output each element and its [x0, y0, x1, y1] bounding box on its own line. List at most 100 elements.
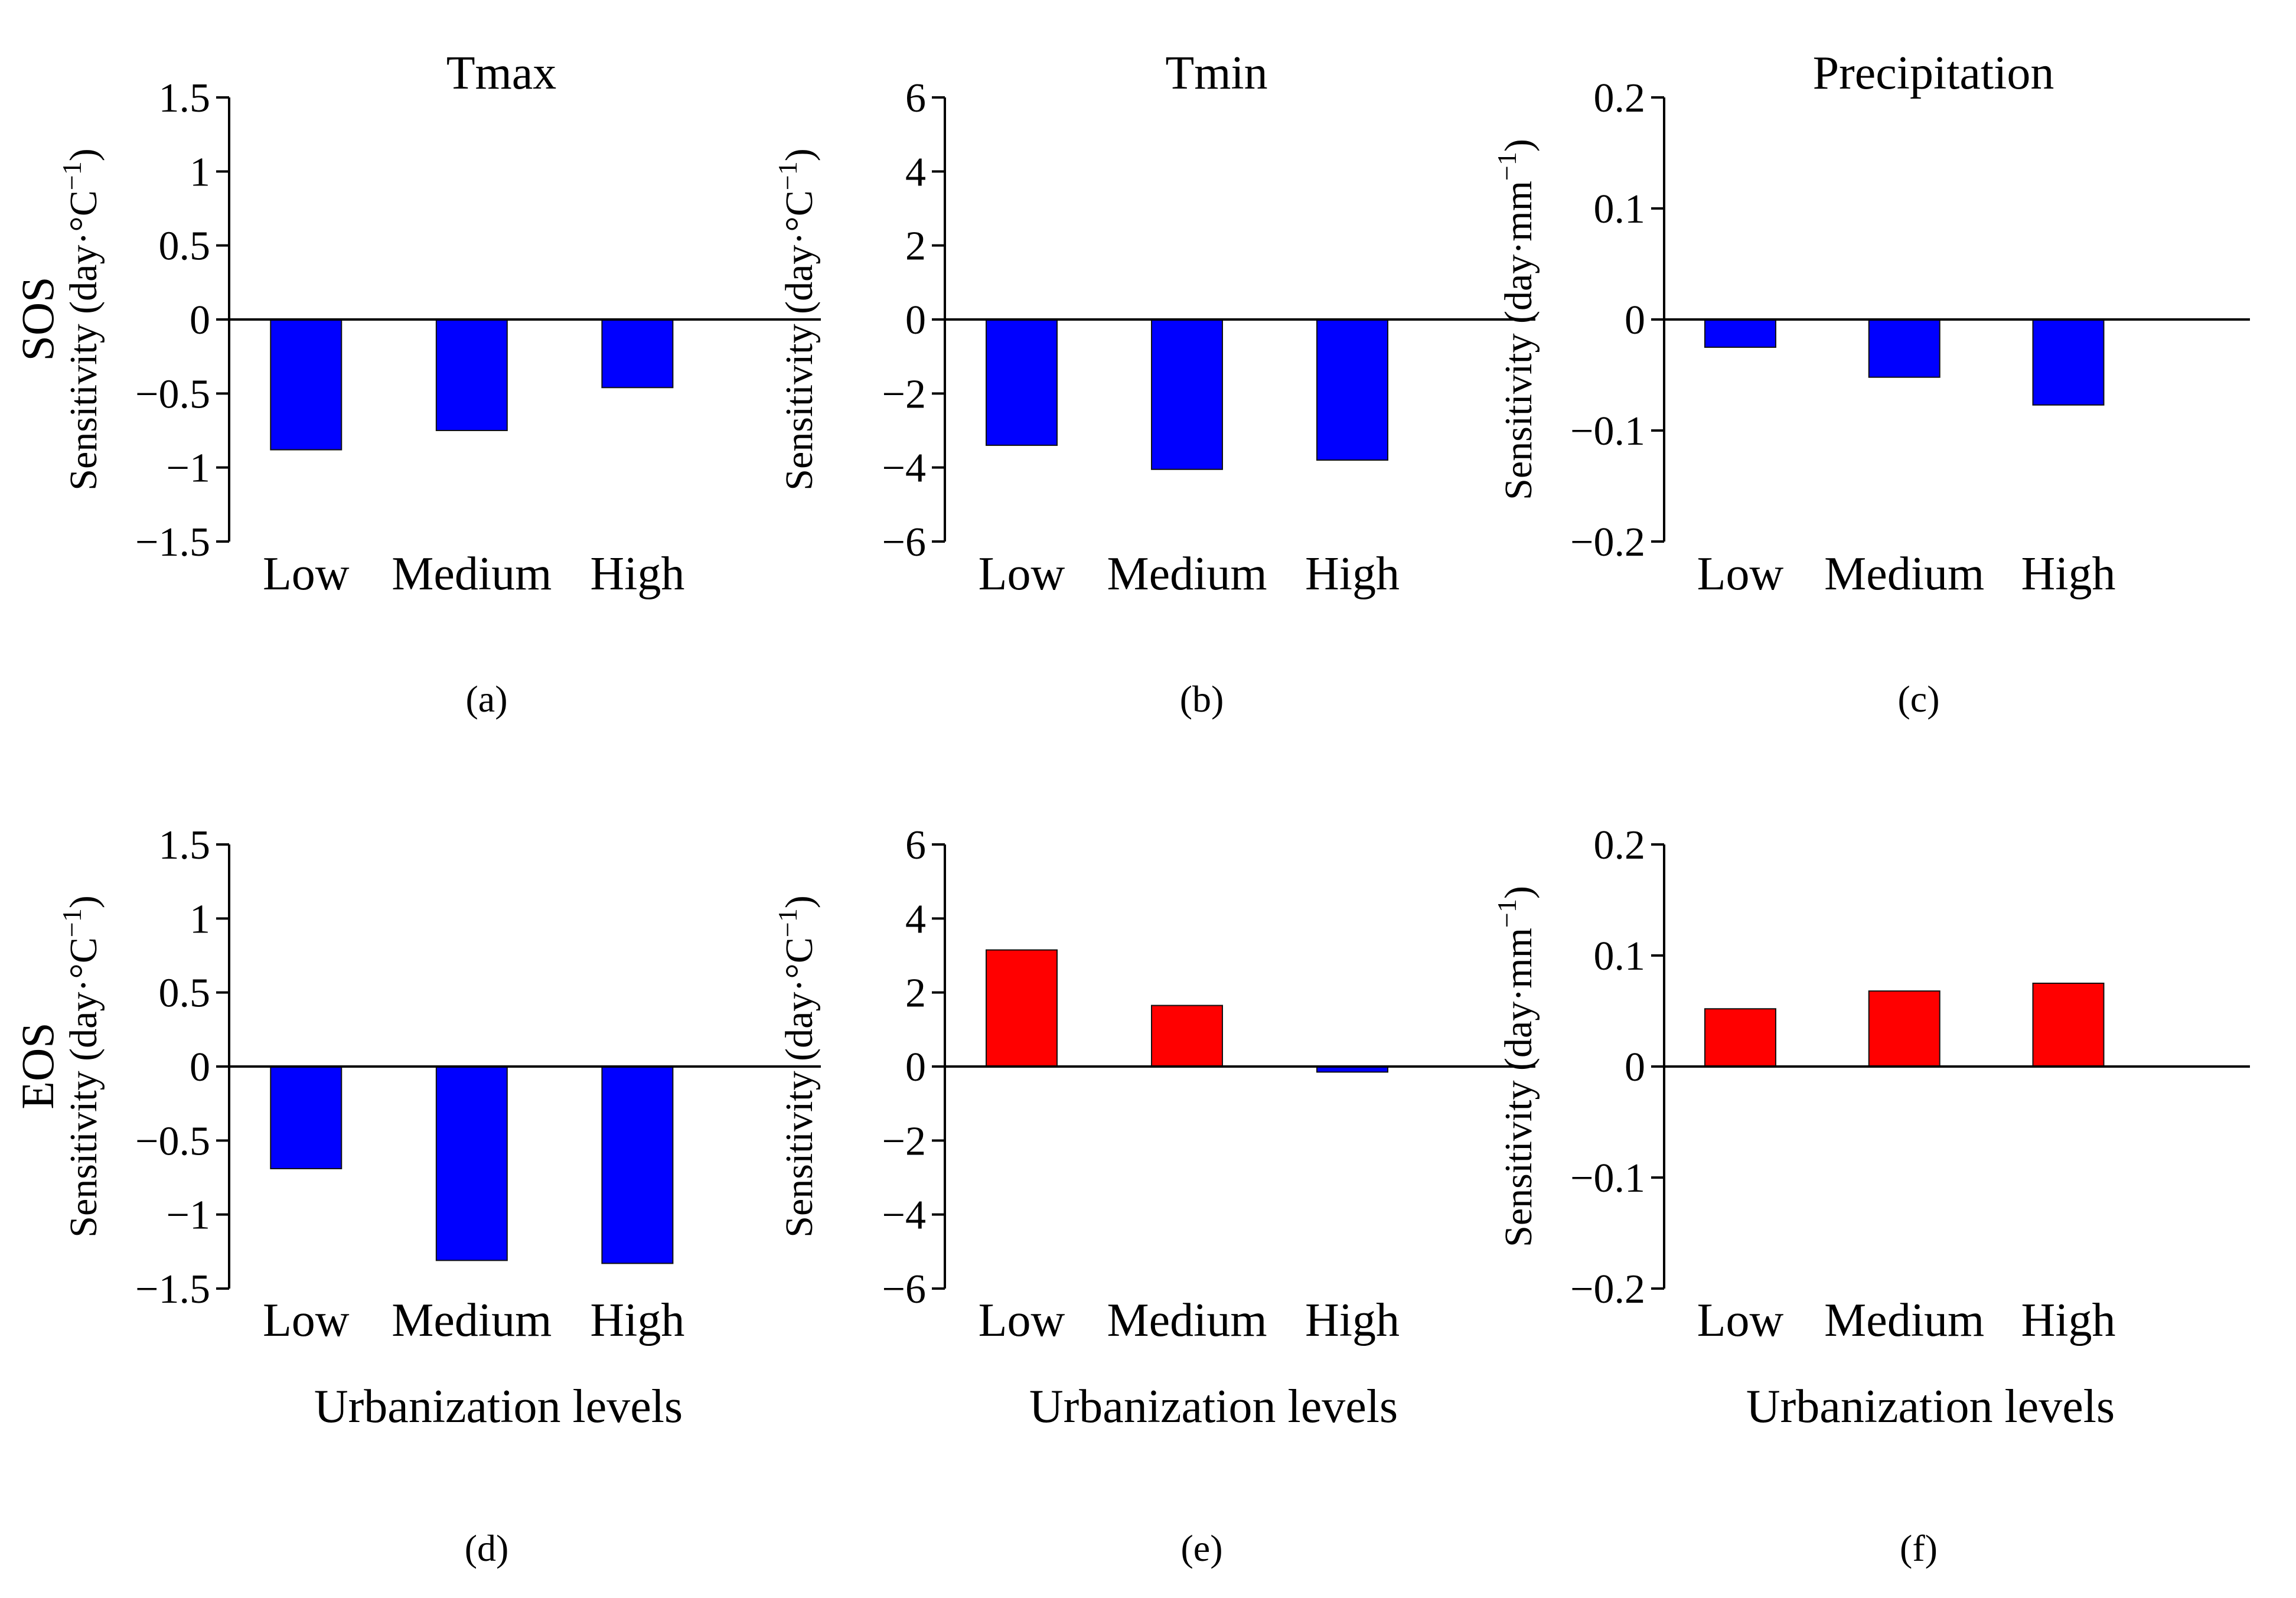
x-tick-label-low: Low	[979, 1294, 1065, 1346]
bar-high	[1316, 319, 1388, 461]
y-axis-label-main: Sensitivity (day·mm	[1497, 928, 1540, 1247]
y-tick-label: −4	[882, 446, 926, 491]
bar-low	[1704, 1008, 1776, 1067]
panel-title: Precipitation	[1813, 47, 2054, 99]
panel-d: −1.5 −1 −0.5 0 0.5 1 1.5 Low Medium High Sensitivi…	[57, 823, 821, 1569]
y-tick-label: −0.1	[1570, 409, 1645, 454]
y-tick-label: −0.5	[135, 1118, 210, 1164]
y-axis-label-close: )	[62, 895, 105, 908]
y-tick-label: 1.5	[159, 76, 211, 121]
y-tick-label: −2	[882, 371, 926, 417]
y-axis-label-main: Sensitivity (day·°C	[62, 937, 105, 1238]
x-tick-label-high: High	[1305, 548, 1400, 600]
panel-label: (d)	[465, 1527, 509, 1569]
y-tick-label: −0.2	[1570, 1267, 1645, 1312]
bar-medium	[435, 319, 508, 431]
y-tick-label: 0	[1625, 298, 1645, 343]
bar-medium	[1151, 319, 1223, 470]
panel-label: (b)	[1180, 678, 1224, 720]
x-tick-label-low: Low	[1697, 548, 1784, 600]
y-axis-label-close: )	[62, 148, 105, 161]
bar-high	[2032, 983, 2105, 1067]
y-axis-label-superscript: −1	[57, 161, 87, 190]
y-tick-label: 1	[190, 896, 210, 942]
panel-title: Tmax	[446, 47, 557, 99]
y-axis-label-main: Sensitivity (day·mm	[1497, 181, 1540, 500]
y-tick-label: 2	[905, 224, 926, 269]
panel-title: Tmin	[1165, 47, 1267, 99]
panels: Tmax −1.5 −1 −0.5 0 0.5 1 1.5 Low Medium High Sensi…	[57, 47, 2250, 1569]
bar-medium	[1151, 1005, 1223, 1067]
y-tick-label: 4	[905, 896, 926, 942]
y-axis-label-close: )	[1497, 139, 1540, 152]
x-tick-label-high: High	[590, 548, 684, 600]
x-tick-label-medium: Medium	[1824, 1294, 1984, 1346]
x-tick-label-medium: Medium	[392, 548, 552, 600]
y-tick-label: 1.5	[159, 823, 211, 868]
x-tick-label-medium: Medium	[1824, 548, 1984, 600]
y-axis-label: Sensitivity (day·°C−1)	[772, 148, 821, 490]
y-tick-label: −0.1	[1570, 1156, 1645, 1201]
x-axis-title: Urbanization levels	[314, 1381, 683, 1433]
bar-low	[270, 1066, 343, 1169]
bar-high	[601, 319, 674, 389]
y-tick-label: 6	[905, 76, 926, 121]
y-tick-label: −1	[167, 446, 210, 491]
y-tick-label: −6	[882, 1267, 926, 1312]
x-tick-label-low: Low	[1697, 1294, 1784, 1346]
x-tick-label-high: High	[590, 1294, 684, 1346]
y-tick-label: −4	[882, 1193, 926, 1238]
y-axis-label: Sensitivity (day·°C−1)	[57, 895, 105, 1237]
y-tick-label: 0	[1625, 1045, 1645, 1090]
panel-a: Tmax −1.5 −1 −0.5 0 0.5 1 1.5 Low Medium High Sensi…	[57, 47, 821, 720]
y-axis-label-superscript: −1	[772, 908, 803, 937]
bar-medium	[1868, 319, 1940, 378]
y-tick-label: 0.5	[159, 971, 211, 1016]
panel-c: Precipitation −0.2 −0.1 0 0.1 0.2 Low Medium Hig…	[1492, 47, 2250, 720]
y-axis-label: Sensitivity (day·mm−1)	[1492, 886, 1540, 1247]
panel-label: (a)	[465, 678, 507, 720]
y-tick-label: −1.5	[135, 1267, 210, 1312]
y-tick-label: 0.2	[1594, 823, 1646, 868]
y-tick-label: 0	[905, 298, 926, 343]
y-axis-label-close: )	[1497, 886, 1540, 899]
y-tick-label: 0.1	[1594, 187, 1646, 232]
x-tick-label-medium: Medium	[392, 1294, 552, 1346]
y-tick-label: 0.1	[1594, 934, 1646, 979]
y-tick-label: −6	[882, 520, 926, 565]
bar-high	[2032, 319, 2105, 406]
y-tick-label: 1	[190, 149, 210, 195]
y-axis-label-superscript: −1	[57, 908, 87, 937]
panel-f: −0.2 −0.1 0 0.1 0.2 Low Medium High Sensitivity …	[1492, 823, 2250, 1569]
row-label-sos: SOS	[12, 276, 63, 361]
y-tick-label: 2	[905, 971, 926, 1016]
y-tick-label: −2	[882, 1118, 926, 1164]
y-axis-label-main: Sensitivity (day·°C	[778, 190, 821, 491]
panel-b: Tmin −6 −4 −2 0 2 4 6 Low Medium High Sensitivity (…	[772, 47, 1535, 720]
x-tick-label-high: High	[1305, 1294, 1400, 1346]
y-axis-label-superscript: −1	[1492, 899, 1522, 928]
x-tick-label-low: Low	[263, 1294, 350, 1346]
y-tick-label: −0.5	[135, 371, 210, 417]
y-tick-label: 0.2	[1594, 76, 1646, 121]
x-axis-title: Urbanization levels	[1746, 1381, 2115, 1433]
y-tick-label: 4	[905, 149, 926, 195]
y-axis-label-main: Sensitivity (day·°C	[62, 190, 105, 491]
y-axis-label: Sensitivity (day·°C−1)	[57, 148, 105, 490]
y-axis-label-close: )	[778, 148, 821, 161]
x-tick-label-low: Low	[263, 548, 350, 600]
x-tick-label-medium: Medium	[1107, 548, 1267, 600]
y-tick-label: −0.2	[1570, 520, 1645, 565]
bar-medium	[435, 1066, 508, 1261]
bar-low	[986, 949, 1058, 1067]
y-tick-label: −1	[167, 1193, 210, 1238]
y-tick-label: 0.5	[159, 224, 211, 269]
y-axis-label-close: )	[778, 895, 821, 908]
bar-medium	[1868, 990, 1940, 1068]
x-tick-label-medium: Medium	[1107, 1294, 1267, 1346]
y-tick-label: 0	[190, 298, 210, 343]
bar-low	[1704, 319, 1776, 348]
row-label-eos: EOS	[12, 1022, 63, 1109]
y-axis-label-superscript: −1	[1492, 152, 1522, 181]
